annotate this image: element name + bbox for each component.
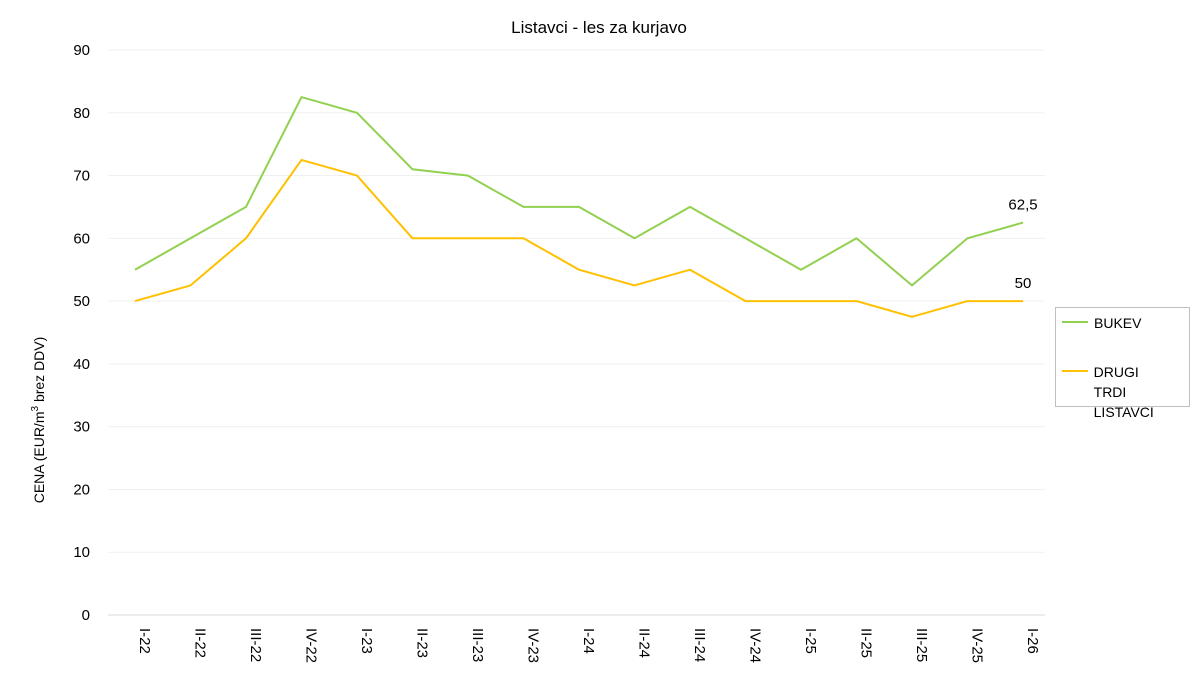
x-axis-ticks: I-22 II-22 III-22 IV-22 I-23 II-23 III-23 IV-23… — [136, 628, 1041, 663]
y-tick-label: 60 — [73, 230, 90, 247]
data-labels: 62,5 50 — [1008, 197, 1037, 292]
x-tick-label: II-25 — [858, 628, 875, 658]
legend-label-drugi: DRUGI TRDI LISTAVCI — [1094, 362, 1189, 422]
legend-item-bukev: BUKEV — [1062, 313, 1141, 333]
series-line-bukev — [134, 96, 1024, 287]
legend-swatch-bukev — [1062, 321, 1088, 323]
x-tick-label: I-22 — [136, 628, 153, 654]
x-tick-label: IV-24 — [747, 628, 764, 663]
y-tick-label: 10 — [73, 544, 90, 561]
x-tick-label: IV-25 — [969, 628, 986, 663]
y-axis-ticks: 0 10 20 30 40 50 60 70 80 90 — [73, 42, 90, 624]
legend-item-drugi: DRUGI TRDI LISTAVCI — [1062, 362, 1189, 422]
legend-label-bukev: BUKEV — [1094, 315, 1142, 331]
gridlines — [108, 49, 1045, 616]
legend-swatch-drugi — [1062, 370, 1088, 372]
x-tick-label: I-26 — [1024, 628, 1041, 654]
x-tick-label: II-22 — [192, 628, 209, 658]
series-lines — [134, 96, 1024, 318]
x-tick-label: IV-22 — [303, 628, 320, 663]
x-tick-label: III-25 — [913, 628, 930, 662]
chart-title: Listavci - les za kurjavo — [511, 18, 687, 37]
y-axis-label: CENA (EUR/m3 brez DDV) — [30, 337, 47, 504]
x-tick-label: III-24 — [691, 628, 708, 662]
legend: BUKEV DRUGI TRDI LISTAVCI — [1055, 307, 1190, 420]
series-line-drugi-trdi-listavci — [134, 158, 1023, 318]
x-tick-label: I-23 — [358, 628, 375, 654]
y-tick-label: 0 — [82, 607, 90, 624]
x-tick-label: III-22 — [247, 628, 264, 662]
legend-label-line-2: TRDI LISTAVCI — [1093, 384, 1154, 420]
legend-label-line-1: DRUGI — [1093, 364, 1139, 380]
y-tick-label: 40 — [73, 356, 90, 373]
y-tick-label: 80 — [73, 105, 90, 122]
y-tick-label: 20 — [73, 481, 90, 498]
x-tick-label: II-24 — [636, 628, 653, 658]
data-label: 50 — [1015, 275, 1032, 292]
x-tick-label: IV-23 — [525, 628, 542, 663]
x-tick-label: II-23 — [414, 628, 431, 658]
x-tick-label: I-24 — [580, 628, 597, 654]
y-tick-label: 30 — [73, 419, 90, 436]
x-tick-label: III-23 — [469, 628, 486, 662]
y-tick-label: 90 — [73, 42, 90, 59]
y-tick-label: 50 — [73, 293, 90, 310]
y-tick-label: 70 — [73, 168, 90, 185]
data-label: 62,5 — [1008, 197, 1037, 214]
x-tick-label: I-25 — [802, 628, 819, 654]
